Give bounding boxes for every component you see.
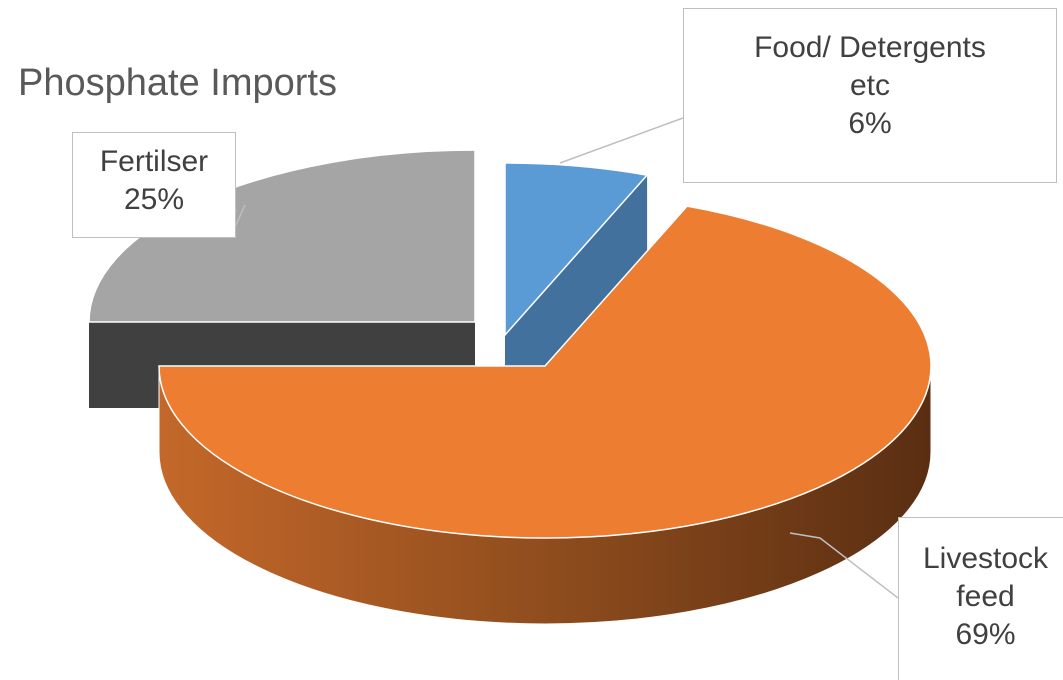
slice-livestock-feed — [158, 205, 932, 539]
callout-livestock-feed: Livestock feed 69% — [898, 517, 1063, 680]
callout-livestock-value: 69% — [955, 618, 1016, 651]
pie-slices — [88, 149, 932, 625]
callout-food-label-line1: Food/ Detergents — [754, 31, 986, 64]
callout-food-label-line2: etc — [849, 69, 891, 102]
callout-fertiliser-label: Fertilser — [99, 145, 209, 178]
slice-food-detergents-etc — [504, 162, 649, 337]
slice-food-detergents-etc-side — [505, 175, 648, 421]
callout-livestock-label-line2: feed — [956, 580, 1015, 613]
chart-title: Phosphate Imports — [18, 62, 337, 104]
leader-line-livestock — [789, 532, 899, 599]
callout-fertiliser: Fertilser 25% — [72, 132, 236, 238]
callout-food-value: 6% — [848, 107, 892, 140]
callout-fertiliser-value: 25% — [123, 183, 185, 216]
callout-food-detergents: Food/ Detergents etc 6% — [683, 8, 1057, 183]
callout-livestock-label-line1: Livestock — [922, 542, 1049, 575]
leader-line-food — [559, 117, 684, 164]
